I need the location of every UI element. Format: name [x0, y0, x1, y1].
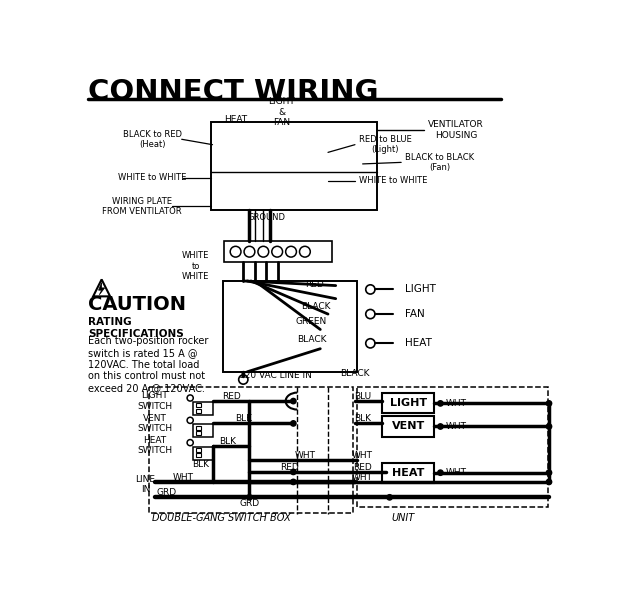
- Text: DOUBLE-GANG SWITCH BOX: DOUBLE-GANG SWITCH BOX: [152, 513, 291, 523]
- Circle shape: [291, 479, 296, 485]
- Circle shape: [387, 495, 392, 500]
- Text: HEAT
SWITCH: HEAT SWITCH: [138, 436, 172, 455]
- Text: CONNECT WIRING: CONNECT WIRING: [88, 77, 378, 105]
- Circle shape: [291, 469, 296, 474]
- Text: BLACK: BLACK: [301, 302, 330, 311]
- Text: WHT: WHT: [352, 473, 373, 482]
- Bar: [224, 241, 332, 262]
- Bar: [149, 387, 353, 513]
- Bar: [196, 403, 201, 407]
- Text: BLK: BLK: [235, 414, 252, 423]
- Circle shape: [438, 401, 443, 406]
- Text: WHT: WHT: [173, 473, 194, 482]
- Text: VENT
SWITCH: VENT SWITCH: [138, 414, 172, 433]
- Text: LINE
IN: LINE IN: [136, 474, 156, 494]
- Text: UNIT: UNIT: [391, 513, 414, 523]
- Text: BLACK: BLACK: [340, 369, 370, 378]
- Text: BLK: BLK: [220, 437, 236, 446]
- Text: WHITE to WHITE: WHITE to WHITE: [118, 173, 187, 182]
- Text: RED: RED: [353, 463, 372, 472]
- Text: RED: RED: [305, 280, 324, 288]
- Text: BLACK to RED
(Heat): BLACK to RED (Heat): [123, 129, 182, 149]
- Bar: [193, 446, 212, 460]
- Text: GRD: GRD: [156, 488, 177, 497]
- Text: GREEN: GREEN: [296, 317, 327, 326]
- Text: FAN: FAN: [405, 309, 425, 319]
- Text: RED to BLUE
(Light): RED to BLUE (Light): [359, 135, 412, 154]
- Circle shape: [291, 398, 296, 403]
- Bar: [193, 402, 212, 415]
- Text: RED: RED: [222, 392, 241, 401]
- Text: RED: RED: [280, 463, 299, 472]
- Circle shape: [291, 421, 296, 426]
- Text: 120 VAC LINE IN: 120 VAC LINE IN: [239, 371, 312, 380]
- Text: WHITE
to
WHITE: WHITE to WHITE: [182, 252, 209, 281]
- Bar: [357, 387, 548, 507]
- Text: HEAT: HEAT: [392, 468, 424, 477]
- Bar: [223, 281, 357, 372]
- Text: BLACK: BLACK: [297, 335, 326, 344]
- Text: BLK: BLK: [193, 460, 209, 468]
- Circle shape: [547, 479, 552, 485]
- Text: LIGHT
&
FAN: LIGHT & FAN: [268, 97, 295, 127]
- Text: BLACK to BLACK
(Fan): BLACK to BLACK (Fan): [405, 153, 474, 172]
- Bar: [382, 417, 435, 436]
- Text: GROUND: GROUND: [248, 213, 285, 222]
- Text: WIRING PLATE
FROM VENTILATOR: WIRING PLATE FROM VENTILATOR: [102, 197, 182, 216]
- Bar: [382, 462, 435, 483]
- Text: WHT: WHT: [446, 468, 467, 477]
- Polygon shape: [99, 283, 105, 295]
- Bar: [196, 426, 201, 430]
- Bar: [211, 122, 376, 210]
- Bar: [196, 409, 201, 412]
- Bar: [196, 454, 201, 457]
- Text: RATING
SPECIFICATIONS: RATING SPECIFICATIONS: [88, 317, 184, 339]
- Text: CAUTION: CAUTION: [88, 296, 186, 314]
- Bar: [196, 448, 201, 452]
- Circle shape: [547, 401, 552, 406]
- Text: VENTILATOR
HOUSING: VENTILATOR HOUSING: [428, 120, 484, 139]
- Text: LIGHT
SWITCH: LIGHT SWITCH: [138, 392, 172, 411]
- Circle shape: [438, 424, 443, 429]
- Text: Each two-position rocker
switch is rated 15 A @
120VAC. The total load
on this c: Each two-position rocker switch is rated…: [88, 336, 208, 393]
- Bar: [193, 424, 212, 437]
- Text: WHITE to WHITE: WHITE to WHITE: [359, 176, 427, 185]
- Text: LIGHT: LIGHT: [405, 284, 436, 294]
- Text: HEAT: HEAT: [224, 115, 247, 124]
- Text: WHT: WHT: [446, 399, 467, 408]
- Circle shape: [247, 495, 252, 500]
- Circle shape: [547, 470, 552, 476]
- Text: LIGHT: LIGHT: [390, 398, 427, 408]
- Text: BLU: BLU: [354, 392, 371, 401]
- Bar: [382, 393, 435, 414]
- Text: BLK: BLK: [354, 414, 371, 423]
- Text: WHT: WHT: [446, 422, 467, 431]
- Text: VENT: VENT: [392, 421, 425, 432]
- Text: HEAT: HEAT: [405, 339, 432, 348]
- Circle shape: [547, 424, 552, 429]
- Bar: [196, 431, 201, 435]
- Circle shape: [438, 470, 443, 476]
- Text: GRD: GRD: [239, 499, 260, 508]
- Text: WHT: WHT: [352, 451, 373, 460]
- Text: WHT: WHT: [294, 451, 316, 460]
